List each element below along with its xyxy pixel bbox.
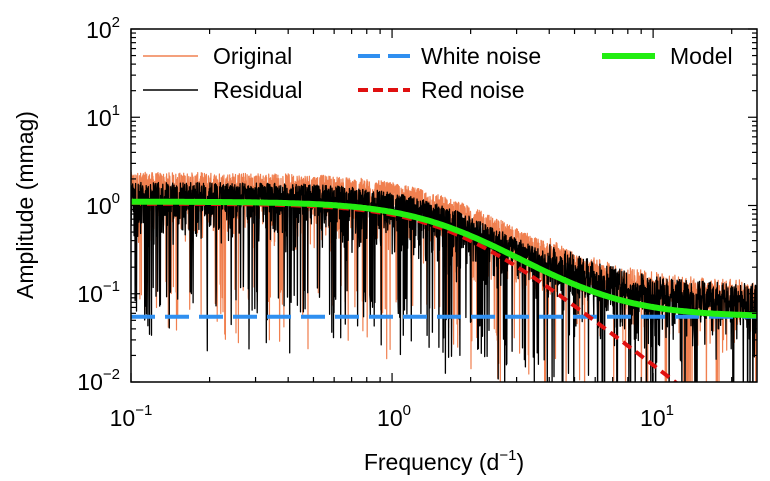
legend-item-model: Model	[602, 43, 733, 69]
residual-series-line	[131, 181, 757, 382]
ticks-layer	[130, 28, 757, 383]
legend-item-red-noise: Red noise	[358, 77, 525, 103]
x-axis-label: Frequency (d−1)	[364, 447, 524, 475]
y-axis-label: Amplitude (mmag)	[12, 111, 38, 299]
legend-item-residual: Residual	[143, 77, 303, 103]
y-tick-label: 100	[86, 190, 120, 219]
y-tick-labels: 10−2 10−1 100 101 102	[77, 14, 120, 395]
legend-label: Original	[213, 43, 292, 69]
legend-item-original: Original	[143, 43, 292, 69]
x-tick-labels: 10−1 100 101	[110, 402, 674, 431]
y-tick-label: 10−2	[77, 366, 120, 395]
legend-label: Red noise	[421, 77, 525, 103]
x-tick-label: 10−1	[110, 402, 153, 431]
legend-label: Model	[670, 43, 733, 69]
x-tick-label: 101	[640, 402, 674, 431]
legend: Original Residual White noise Red noise …	[143, 43, 733, 103]
model-series-line	[131, 198, 757, 319]
legend-label: White noise	[421, 43, 541, 69]
y-tick-label: 101	[86, 102, 120, 131]
legend-label: Residual	[213, 77, 303, 103]
x-tick-label: 100	[377, 402, 411, 431]
y-tick-label: 102	[86, 14, 120, 43]
series-layer	[131, 171, 757, 382]
y-tick-label: 10−1	[77, 278, 120, 307]
legend-item-white-noise: White noise	[358, 43, 541, 69]
